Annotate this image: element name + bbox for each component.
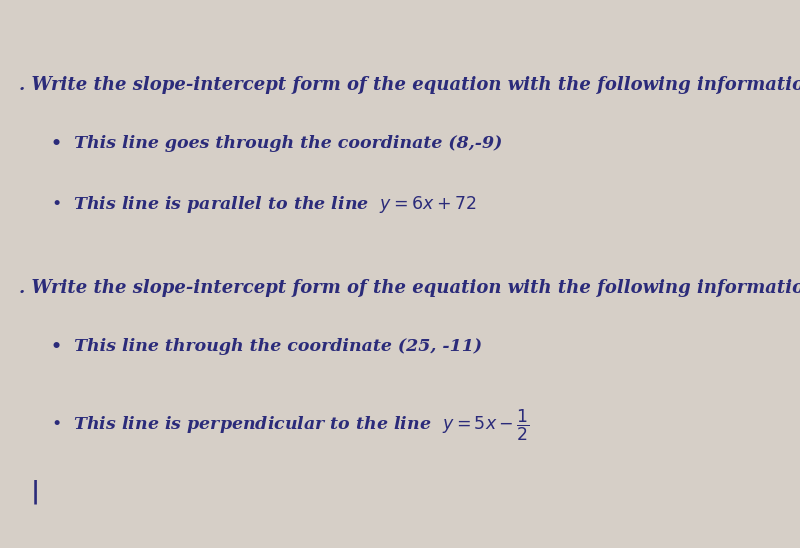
Text: •  This line is parallel to the line  $y = 6x + 72$: • This line is parallel to the line $y =… [51, 194, 477, 215]
Text: •  This line is perpendicular to the line  $y = 5x - \dfrac{1}{2}$: • This line is perpendicular to the line… [51, 408, 530, 443]
Text: •  This line through the coordinate (25, -11): • This line through the coordinate (25, … [51, 338, 482, 355]
Text: •  This line goes through the coordinate (8,-9): • This line goes through the coordinate … [51, 135, 502, 152]
Text: |: | [30, 480, 40, 504]
Text: . Write the slope-intercept form of the equation with the following information:: . Write the slope-intercept form of the … [18, 279, 800, 298]
Text: . Write the slope-intercept form of the equation with the following information:: . Write the slope-intercept form of the … [18, 76, 800, 94]
